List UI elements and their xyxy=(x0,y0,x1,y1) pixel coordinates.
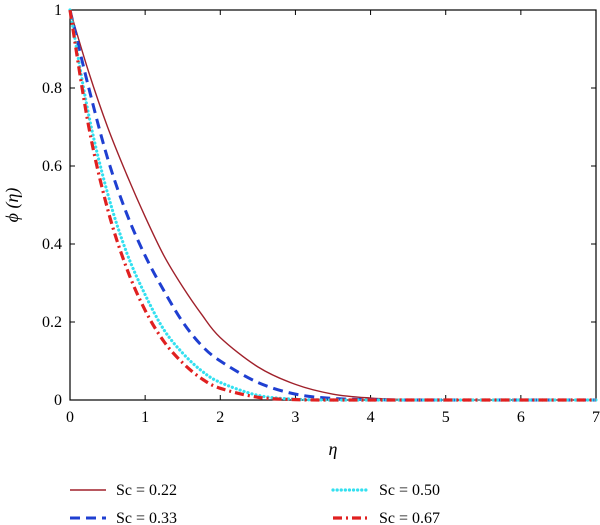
y-axis-title: ϕ (η) xyxy=(2,188,23,223)
series-line-1 xyxy=(69,9,596,401)
legend-label: Sc = 0.67 xyxy=(379,510,440,525)
y-tick-label: 0.2 xyxy=(42,314,62,331)
series-lines xyxy=(68,8,598,402)
y-tick-label: 0.6 xyxy=(42,158,62,175)
x-axis-title: η xyxy=(329,439,338,459)
y-tick-label: 0.4 xyxy=(42,236,62,253)
x-tick-label: 6 xyxy=(517,409,525,426)
y-tick-label: 0 xyxy=(54,392,62,409)
series-line-3 xyxy=(68,8,598,402)
legend-label: Sc = 0.33 xyxy=(116,510,177,525)
plot-frame xyxy=(69,9,597,401)
x-tick-label: 3 xyxy=(291,409,299,426)
x-tick-label: 1 xyxy=(141,409,149,426)
y-tick-label: 0.8 xyxy=(42,80,62,97)
series-line-2 xyxy=(68,9,596,402)
legend-label: Sc = 0.22 xyxy=(116,482,177,499)
legend-label: Sc = 0.50 xyxy=(379,482,440,499)
x-tick-label: 5 xyxy=(442,409,450,426)
x-tick-label: 7 xyxy=(592,409,600,426)
x-tick-label: 2 xyxy=(216,409,224,426)
axis-ticks: 0 1 2 3 4 5 6 7 0 0.2 0.4 0.6 0.8 1 xyxy=(42,2,600,426)
legend: Sc = 0.22 Sc = 0.50 Sc = 0.33 Sc = 0.67 xyxy=(70,482,440,525)
series-line-4 xyxy=(68,9,596,402)
x-tick-label: 4 xyxy=(367,409,375,426)
x-tick-label: 0 xyxy=(66,409,74,426)
y-tick-label: 1 xyxy=(54,2,62,19)
